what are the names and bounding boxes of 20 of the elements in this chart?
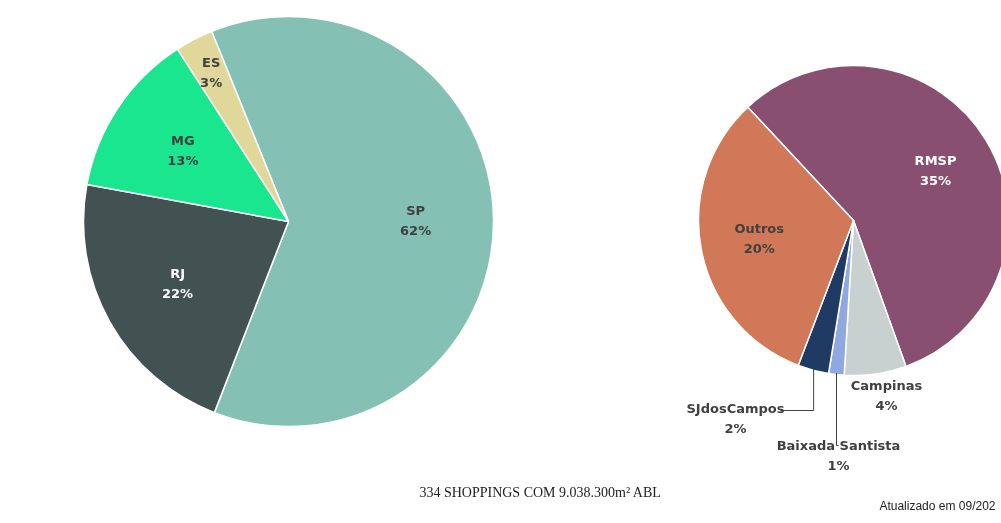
slice-label: Campinas: [850, 378, 923, 393]
data-label: 13%: [167, 153, 199, 169]
slice-label: Baixada Santista: [776, 438, 901, 453]
data-label: 20%: [743, 241, 775, 257]
data-label: 35%: [919, 172, 952, 188]
data-label: 22%: [161, 286, 194, 302]
slice-label: SJdosCampos: [686, 401, 785, 416]
text: 334 SHOPPINGS COM 9.038.300m² ABL: [419, 485, 661, 500]
data-label: 62%: [400, 223, 432, 239]
slice-label: SP: [406, 203, 426, 219]
data-label: 2%: [724, 421, 747, 436]
slice-label: RJ: [170, 266, 185, 282]
slice-label: Outros: [734, 221, 785, 237]
slice-label: ES: [202, 54, 221, 70]
slice-label: MG: [171, 133, 195, 149]
data-label: 3%: [200, 74, 223, 90]
data-label: 1%: [827, 458, 850, 473]
data-label: 4%: [875, 398, 898, 413]
text: Atualizado em 09/202: [879, 498, 996, 513]
slice-label: RMSP: [914, 152, 957, 168]
